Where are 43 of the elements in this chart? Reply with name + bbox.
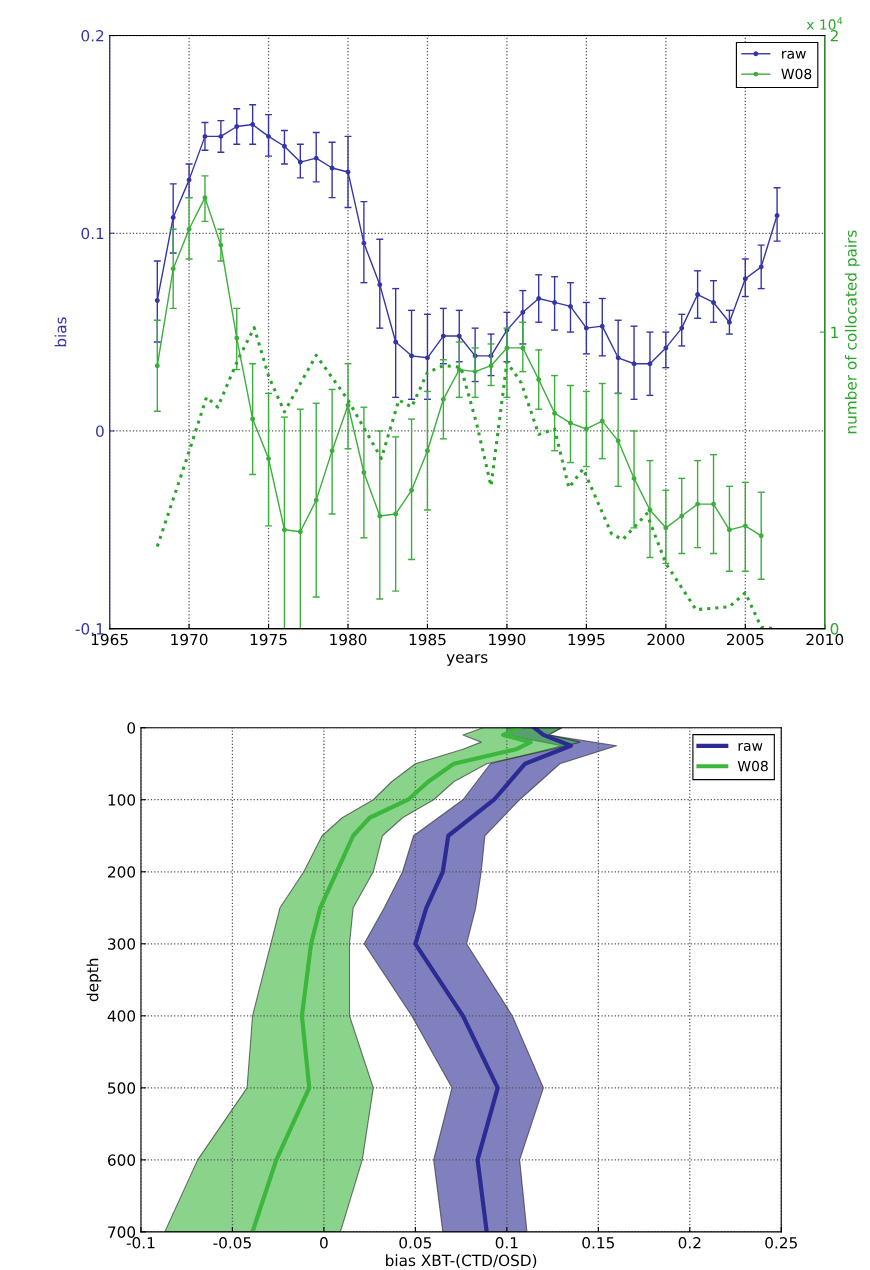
x-tick-label: 1995 xyxy=(568,633,605,646)
x-tick-label: 1985 xyxy=(409,633,446,646)
x-tick-label: 1975 xyxy=(250,633,287,646)
x-tick-label: 2010 xyxy=(806,633,844,646)
x-tick-label: 2005 xyxy=(726,633,764,646)
x-tick-label: 1980 xyxy=(330,633,367,646)
legend-label: W08 xyxy=(781,68,812,80)
x-tick-label: 1970 xyxy=(171,633,208,646)
x-tick-label: 0.1 xyxy=(495,1237,518,1249)
y-tick-label: 100 xyxy=(108,794,136,806)
y-tick-label: -0.1 xyxy=(75,623,104,635)
x-tick-label: 1990 xyxy=(489,633,526,646)
x-tick-label: -0.1 xyxy=(126,1237,155,1249)
y2-tick-label: 1 xyxy=(831,326,838,338)
y-tick-label: 200 xyxy=(108,866,136,878)
y-tick-label: 700 xyxy=(108,1226,136,1238)
y-tick-label: 0 xyxy=(96,425,104,437)
y-tick-label: 500 xyxy=(108,1082,136,1094)
y-tick-label: 600 xyxy=(107,1154,136,1166)
x-axis-title: bias XBT-(CTD/OSD) xyxy=(386,1254,537,1268)
x-tick-label: 0.15 xyxy=(582,1237,614,1249)
y2-tick-label: 0 xyxy=(830,623,839,635)
y-tick-label: 400 xyxy=(107,1010,136,1022)
y-tick-label: 0.2 xyxy=(81,30,104,42)
legend-label: raw xyxy=(782,50,806,59)
y-tick-label: 0.1 xyxy=(81,227,104,240)
x-axis-title: years xyxy=(446,654,488,666)
y2-axis-title: number of collocated pairs xyxy=(844,230,860,434)
x-tick-label: 0.2 xyxy=(678,1237,701,1249)
x-tick-label: -0.05 xyxy=(213,1237,251,1249)
y-axis-title: depth xyxy=(86,958,102,1002)
legend-label: W08 xyxy=(737,760,768,772)
y2-tick-label: 2 xyxy=(830,30,838,42)
y-axis-title: bias xyxy=(54,317,67,347)
legend-label: raw xyxy=(738,742,763,751)
y-tick-label: 300 xyxy=(108,938,136,950)
x-tick-label: 0.05 xyxy=(399,1237,432,1249)
y-tick-label: 0 xyxy=(127,722,136,734)
x-tick-label: 0.25 xyxy=(765,1237,797,1249)
x-tick-label: 2000 xyxy=(647,633,685,646)
x-tick-label: 0 xyxy=(320,1237,328,1249)
x-tick-label: 1965 xyxy=(91,633,128,646)
text: x 10$^{4}$ xyxy=(806,17,843,30)
